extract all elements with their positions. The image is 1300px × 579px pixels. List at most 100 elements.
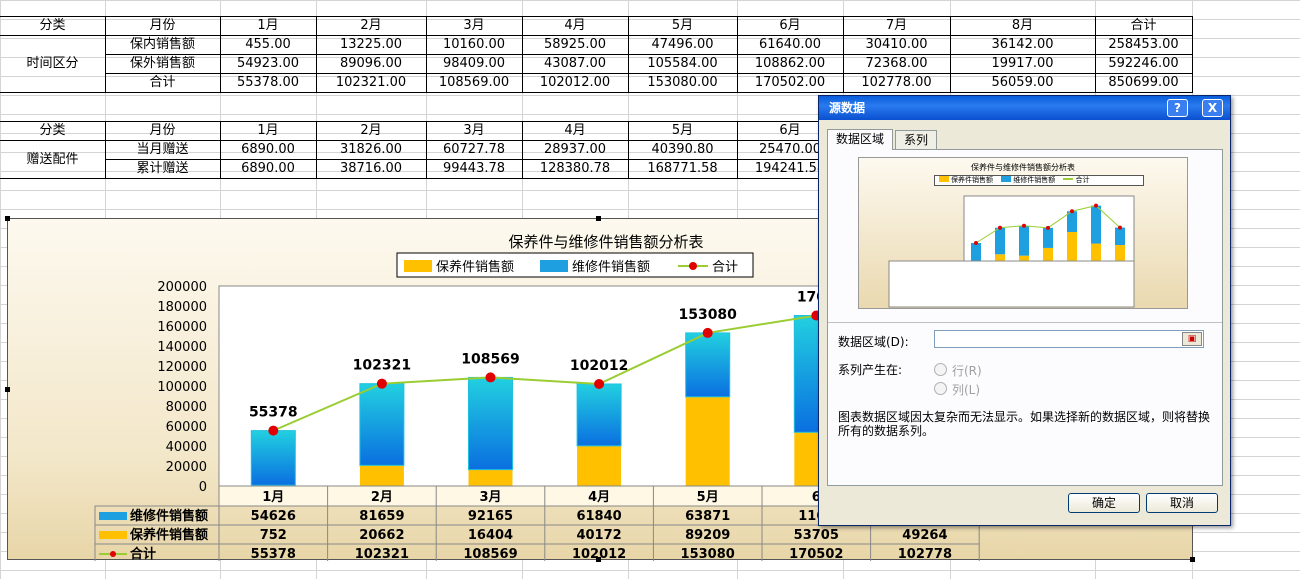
x-tick-label: 3月 [479,490,501,505]
resize-handle[interactable] [1190,557,1195,562]
data-cell[interactable]: 194241.58 [754,161,826,176]
bar-repair [685,332,731,398]
data-cell[interactable]: 108862.00 [754,56,826,71]
cancel-button[interactable]: 取消 [1146,493,1218,513]
header-cell[interactable]: 3月 [463,123,485,138]
row-label-cell[interactable]: 合计 [149,75,176,90]
preview-marker [1070,209,1074,214]
x-tick-label: 2月 [371,490,393,505]
data-cell[interactable]: 47496.00 [651,37,714,52]
data-cell[interactable]: 19917.00 [991,56,1054,71]
data-cell[interactable]: 25470.00 [758,142,822,157]
row-label-cell[interactable]: 保内销售额 [129,37,195,52]
data-table-value: 53705 [794,528,839,543]
y-tick-label: 100000 [157,380,207,395]
header-cell[interactable]: 4月 [564,18,586,33]
data-cell[interactable]: 10160.00 [442,37,506,52]
ok-button[interactable]: 确定 [1068,493,1140,513]
columns-radio-label: 列(L) [952,383,981,397]
data-label: 108569 [461,351,519,367]
data-cell[interactable]: 98409.00 [442,56,506,71]
data-cell[interactable]: 168771.58 [647,161,718,176]
header-cell[interactable]: 合计 [1130,18,1157,33]
help-button[interactable]: ? [1167,99,1188,117]
data-cell[interactable]: 89096.00 [339,56,403,71]
tab-series[interactable]: 系列 [895,130,938,150]
data-cell[interactable]: 592246.00 [1108,56,1179,71]
header-cell[interactable]: 分类 [39,123,66,138]
data-table-value: 102778 [898,547,952,561]
data-cell[interactable]: 455.00 [245,37,291,52]
data-cell[interactable]: 102778.00 [861,75,932,90]
data-cell[interactable]: 28937.00 [543,142,607,157]
data-cell[interactable]: 153080.00 [647,75,718,90]
data-cell[interactable]: 13225.00 [339,37,403,52]
rows-radio-label: 行(R) [952,364,982,378]
resize-handle[interactable] [596,216,601,221]
bar-repair [468,376,513,471]
header-cell[interactable]: 3月 [463,18,485,33]
data-cell[interactable]: 36142.00 [991,37,1054,52]
data-cell[interactable]: 60727.78 [442,142,506,157]
header-cell[interactable]: 7月 [885,18,908,33]
data-cell[interactable]: 58925.00 [543,37,607,52]
data-cell[interactable]: 170502.00 [754,75,826,90]
data-label: 153080 [678,307,737,323]
data-cell[interactable]: 56059.00 [991,75,1054,90]
header-cell[interactable]: 5月 [671,123,694,138]
resize-handle[interactable] [5,387,10,392]
columns-radio[interactable] [934,382,947,395]
data-cell[interactable]: 31826.00 [339,142,403,157]
y-tick-label: 20000 [166,460,207,475]
data-cell[interactable]: 30410.00 [865,37,928,52]
data-cell[interactable]: 40390.80 [651,142,714,157]
data-table-value: 92165 [468,509,513,524]
preview-bar-repair [995,227,1005,255]
header-cell[interactable]: 2月 [360,123,382,138]
tab-data-range[interactable]: 数据区域 [827,129,894,150]
collapse-dialog-icon[interactable]: ▣ [1182,332,1202,346]
data-cell[interactable]: 43087.00 [543,56,607,71]
category-cell[interactable]: 时间区分 [26,56,79,71]
data-cell[interactable]: 6890.00 [241,161,295,176]
data-cell[interactable]: 102012.00 [539,75,611,90]
header-cell[interactable]: 分类 [39,18,66,33]
header-cell[interactable]: 8月 [1011,18,1034,33]
row-label-cell[interactable]: 保外销售额 [129,56,195,71]
data-cell[interactable]: 61640.00 [758,37,822,52]
data-cell[interactable]: 55378.00 [236,75,300,90]
header-cell[interactable]: 1月 [257,18,279,33]
row-label-cell[interactable]: 累计赠送 [136,161,189,176]
data-cell[interactable]: 99443.78 [442,161,506,176]
data-cell[interactable]: 105584.00 [647,56,718,71]
header-cell[interactable]: 1月 [257,123,279,138]
header-cell[interactable]: 月份 [149,123,176,138]
row-label-cell[interactable]: 当月赠送 [136,142,189,157]
data-cell[interactable]: 102321.00 [335,75,407,90]
data-table-marker [110,551,116,557]
data-cell[interactable]: 128380.78 [539,161,611,176]
preview-bar-maintenance [1043,247,1053,261]
data-range-input[interactable] [934,330,1204,348]
data-cell[interactable]: 54923.00 [236,56,300,71]
data-cell[interactable]: 850699.00 [1108,75,1179,90]
data-cell[interactable]: 38716.00 [339,161,403,176]
data-cell[interactable]: 258453.00 [1108,37,1179,52]
resize-handle[interactable] [596,557,601,562]
data-cell[interactable]: 108569.00 [438,75,510,90]
header-cell[interactable]: 2月 [360,18,382,33]
resize-handle[interactable] [5,216,10,221]
data-cell[interactable]: 72368.00 [865,56,928,71]
dialog-title[interactable]: 源数据 [819,96,1230,120]
header-cell[interactable]: 月份 [149,18,176,33]
category-cell[interactable]: 赠送配件 [26,152,79,167]
close-button[interactable]: X [1202,99,1223,117]
header-cell[interactable]: 5月 [671,18,694,33]
header-cell[interactable]: 6月 [779,18,801,33]
data-table-value: 20662 [359,528,404,543]
data-table-value: 89209 [685,528,730,543]
data-cell[interactable]: 6890.00 [241,142,295,157]
rows-radio[interactable] [934,363,947,376]
header-cell[interactable]: 6月 [779,123,801,138]
header-cell[interactable]: 4月 [564,123,586,138]
